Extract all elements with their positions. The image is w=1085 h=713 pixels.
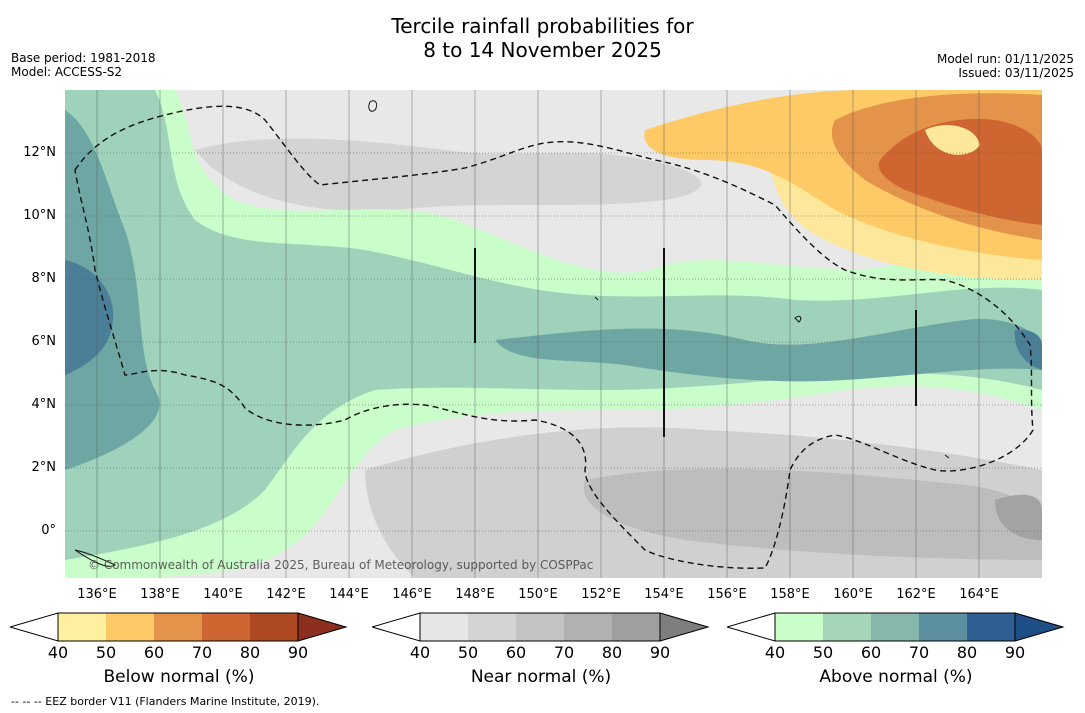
near-normal-patch-south-dark xyxy=(583,468,1042,560)
colorbar-near-tick: 60 xyxy=(505,643,527,662)
lon-label: 162°E xyxy=(896,587,936,602)
coastlines xyxy=(74,100,950,567)
lon-label: 146°E xyxy=(392,587,432,602)
meta-right: Model run: 01/11/2025 Issued: 03/11/2025 xyxy=(937,52,1074,80)
colorbar-below-normal xyxy=(10,612,348,642)
colorbar-near-tick: 90 xyxy=(649,643,671,662)
colorbar-below-tick: 90 xyxy=(287,643,309,662)
lon-label: 160°E xyxy=(833,587,873,602)
lon-label: 164°E xyxy=(959,587,999,602)
colorbar-near-swatch xyxy=(468,613,516,641)
lon-label: 150°E xyxy=(518,587,558,602)
lat-label: 6°N xyxy=(31,334,57,349)
lat-label: 8°N xyxy=(31,271,57,286)
colorbar-near-tick: 80 xyxy=(601,643,623,662)
colorbar-above-tick: 90 xyxy=(1004,643,1026,662)
near-normal-patch-north xyxy=(195,138,702,211)
lat-label: 0° xyxy=(41,523,56,538)
issued-date: Issued: 03/11/2025 xyxy=(958,66,1074,80)
base-period: Base period: 1981-2018 xyxy=(11,51,156,65)
colorbar-above-title: Above normal (%) xyxy=(819,667,973,687)
lat-label: 12°N xyxy=(23,145,56,160)
lon-label: 152°E xyxy=(581,587,621,602)
colorbar-below-extend-high xyxy=(298,613,346,641)
lon-label: 142°E xyxy=(266,587,306,602)
vertical-markers xyxy=(474,248,917,437)
colorbar-near-tick: 40 xyxy=(409,643,431,662)
colorbar-above-tick: 60 xyxy=(860,643,882,662)
colorbar-above-tick: 70 xyxy=(908,643,930,662)
colorbar-near-extend-high xyxy=(660,613,708,641)
colorbar-below-extend-low xyxy=(10,612,59,642)
colorbar-above-swatch xyxy=(823,613,871,641)
latitude-lines xyxy=(65,152,1042,532)
eez-border xyxy=(74,105,1034,569)
colorbar-above-normal xyxy=(727,612,1065,642)
colorbar-above-tick: 50 xyxy=(812,643,834,662)
model-name: Model: ACCESS-S2 xyxy=(11,65,123,79)
colorbar-above-swatch xyxy=(967,613,1015,641)
meta-left: Base period: 1981-2018 Model: ACCESS-S2 xyxy=(11,51,156,79)
lat-label: 4°N xyxy=(31,397,57,412)
below-normal-patch xyxy=(925,125,980,155)
colorbar-above-tick: 80 xyxy=(956,643,978,662)
colorbar-below-swatch xyxy=(202,613,250,641)
lon-label: 154°E xyxy=(644,587,684,602)
title-line-2: 8 to 14 November 2025 xyxy=(423,38,662,62)
colorbar-above-swatch xyxy=(871,613,919,641)
near-normal-patch-se-darkest xyxy=(995,494,1042,540)
colorbar-above-swatch xyxy=(919,613,967,641)
colorbar-near-swatch xyxy=(564,613,612,641)
colorbar-near-normal xyxy=(372,612,710,642)
above-normal-band-mid xyxy=(65,90,1042,560)
below-normal-70 xyxy=(878,119,1042,225)
eez-footnote: -- -- -- EEZ border V11 (Flanders Marine… xyxy=(11,695,320,708)
chart-title: Tercile rainfall probabilities for 8 to … xyxy=(0,14,1085,62)
above-normal-core-east xyxy=(1014,329,1042,370)
model-run: Model run: 01/11/2025 xyxy=(936,52,1074,66)
colorbar-above-swatch xyxy=(775,613,823,641)
title-line-1: Tercile rainfall probabilities for xyxy=(391,14,694,38)
lon-label: 158°E xyxy=(770,587,810,602)
colorbar-near-swatch xyxy=(516,613,564,641)
lon-label: 140°E xyxy=(203,587,243,602)
probability-map xyxy=(65,90,1042,578)
colorbar-near-tick: 50 xyxy=(457,643,479,662)
colorbar-below-swatch xyxy=(106,613,154,641)
lon-label: 136°E xyxy=(77,587,117,602)
colorbar-above-extend-low xyxy=(727,612,776,642)
colorbar-near-swatch xyxy=(420,613,468,641)
lon-label: 138°E xyxy=(140,587,180,602)
lon-label: 144°E xyxy=(329,587,369,602)
colorbar-below-tick: 50 xyxy=(95,643,117,662)
lat-label: 2°N xyxy=(31,460,57,475)
map-canvas xyxy=(65,90,1042,578)
colorbar-below-tick: 40 xyxy=(47,643,69,662)
above-normal-band-teal xyxy=(65,110,160,470)
colorbar-above-extend-high xyxy=(1015,613,1063,641)
lon-label: 148°E xyxy=(455,587,495,602)
colorbar-below-swatch xyxy=(58,613,106,641)
colorbar-near-tick: 70 xyxy=(553,643,575,662)
colorbar-below-title: Below normal (%) xyxy=(103,667,255,687)
colorbar-near-extend-low xyxy=(372,612,421,642)
above-normal-core-west xyxy=(65,260,114,375)
colorbar-below-swatch xyxy=(250,613,298,641)
colorbar-near-title: Near normal (%) xyxy=(470,667,612,687)
lon-label: 156°E xyxy=(707,587,747,602)
colorbar-near-swatch xyxy=(612,613,660,641)
above-normal-teal-strip xyxy=(495,319,1042,382)
lat-label: 10°N xyxy=(23,208,56,223)
colorbar-below-tick: 80 xyxy=(239,643,261,662)
colorbar-above-tick: 40 xyxy=(764,643,786,662)
colorbar-below-swatch xyxy=(154,613,202,641)
copyright-credit: © Commonwealth of Australia 2025, Bureau… xyxy=(88,558,594,572)
colorbar-below-tick: 60 xyxy=(143,643,165,662)
colorbar-below-tick: 70 xyxy=(191,643,213,662)
